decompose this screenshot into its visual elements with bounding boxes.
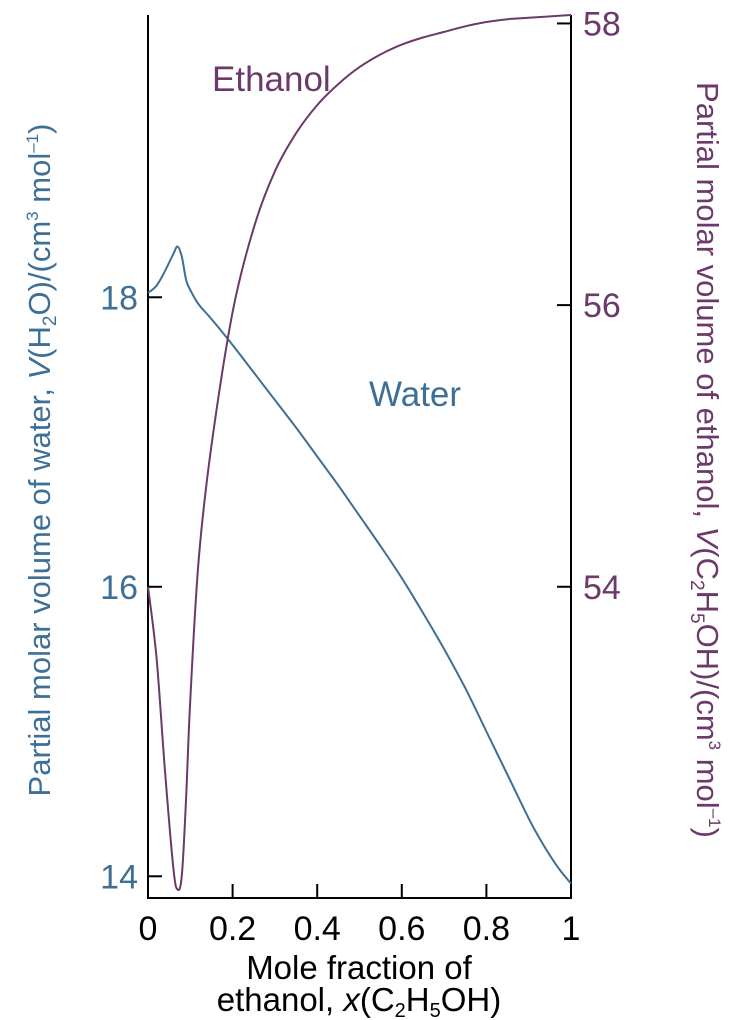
water-series-line [147, 245, 572, 885]
ethanol-series-line [147, 14, 572, 891]
x-tick-label: 0.2 [209, 910, 256, 948]
right-y-axis-title: Partial molar volume of ethanol, V(C2H5O… [686, 82, 725, 838]
x-ticks: 0 0.2 0.4 0.6 0.8 1 [139, 884, 581, 948]
x-tick-label: 0 [139, 910, 158, 948]
x-tick-label: 0.4 [294, 910, 341, 948]
x-axis-title-line1: Mole fraction of [246, 949, 472, 986]
y-left-tick-label: 16 [100, 569, 138, 607]
y-right-tick-label: 58 [583, 5, 621, 43]
y-right-tick-label: 54 [583, 569, 621, 607]
y-right-ticks: 54 56 58 [557, 5, 621, 607]
x-axis-title-line2: ethanol, x(C2H5OH) [217, 981, 502, 1020]
x-tick-label: 1 [562, 910, 581, 948]
ethanol-series-label: Ethanol [212, 60, 331, 99]
x-tick-label: 0.6 [378, 910, 425, 948]
x-tick-label: 0.8 [463, 910, 510, 948]
y-left-tick-label: 18 [100, 279, 138, 317]
y-left-tick-label: 14 [100, 858, 138, 896]
y-left-ticks: 14 16 18 [100, 279, 162, 896]
left-y-axis-title: Partial molar volume of water, V(H2O)/(c… [22, 124, 61, 797]
y-right-tick-label: 56 [583, 287, 621, 325]
water-series-label: Water [369, 375, 461, 414]
